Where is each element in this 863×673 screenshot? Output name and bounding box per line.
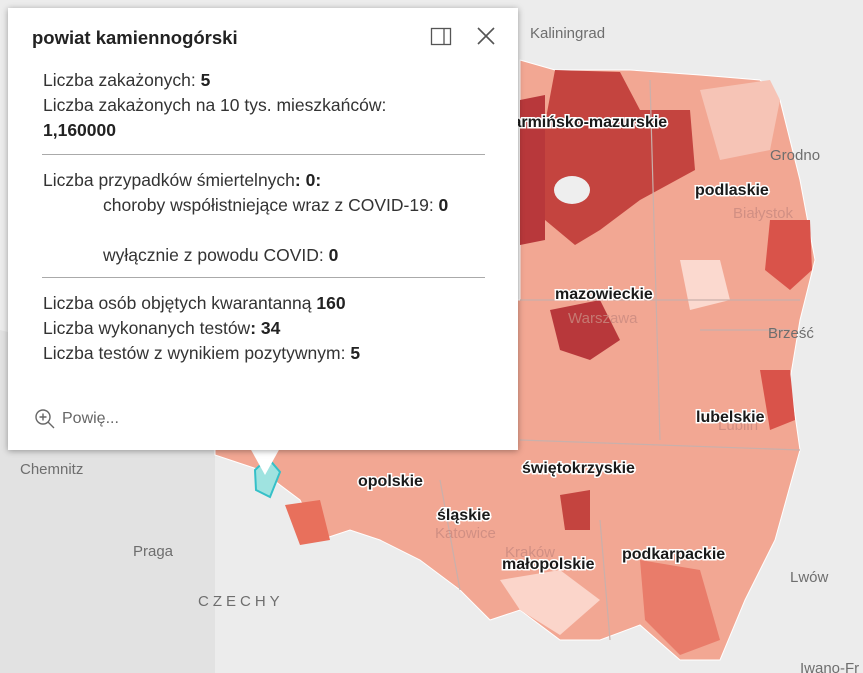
field-label: Liczba osób objętych kwarantanną [43,293,317,313]
zoom-text: Powię... [62,410,119,427]
close-button[interactable] [476,26,496,46]
region-area [640,560,720,655]
field-value: 5 [350,343,361,363]
region-area [700,80,780,160]
place-label: Lublin [718,417,758,434]
place-label: Chemnitz [20,461,83,478]
place-label: Katowice [435,525,496,542]
field-value: : 34 [250,318,281,338]
dock-button[interactable] [430,27,452,47]
field: 1,160000 [43,118,116,143]
field-value: 160 [316,293,346,313]
field-label: Liczba zakażonych: [43,70,201,90]
field-value: 1,160000 [43,120,116,140]
region-label: małopolskie [502,556,595,573]
field-value: 5 [200,70,211,90]
place-label: Białystok [733,205,794,222]
zoom-icon [35,409,55,429]
place-label: CZECHY [198,593,284,610]
border [439,79,801,641]
region-label: świętokrzyskie [522,460,635,477]
region-area [520,95,545,245]
region-label: śląskie [437,507,490,524]
divider [42,154,485,155]
field-label: Liczba testów z wynikiem pozytywnym: [43,343,351,363]
field: Liczba osób objętych kwarantanną 160 [43,291,346,316]
region-area [500,570,600,635]
field-value: 0 [438,195,449,215]
region-label: mazowieckie [555,286,653,303]
field-value: 0 [328,245,339,265]
place-label: Kraków [505,544,555,561]
region-label: podlaskie [695,182,769,199]
city-hole [554,176,590,204]
field-label: Liczba zakażonych na 10 tys. mieszkańców… [43,95,387,115]
region-area [550,300,620,360]
region-area [680,260,730,310]
place-label: Lwów [790,569,829,586]
field: Liczba testów z wynikiem pozytywnym: 5 [43,341,360,366]
field: wyłącznie z powodu COVID: 0 [103,243,478,268]
field: choroby współistniejące wraz z COVID-19:… [103,193,478,218]
region-label: warmińsko-mazurskie [499,114,667,131]
region-label: podkarpackie [622,546,725,563]
field-label: wyłącznie z powodu COVID: [103,245,329,265]
place-label: Praga [133,543,174,560]
field: Liczba zakażonych: 5 [43,68,210,93]
place-label: Warszawa [568,310,638,327]
field-label: Liczba przypadków śmiertelnych [43,170,295,190]
divider [42,277,485,278]
region-label: lubelskie [696,409,765,426]
region-label: opolskie [358,473,423,490]
region-area [760,370,795,430]
region-area [285,500,330,545]
popup: powiat kamiennogórski Liczba zakażonych:… [8,8,518,450]
place-label: Brześć [768,325,814,342]
place-label: Iwano-Fr [800,660,859,673]
region-area [765,220,812,290]
zoom-link[interactable]: Powię... [34,408,119,430]
field: Liczba wykonanych testów: 34 [43,316,280,341]
field-label: Liczba wykonanych testów [43,318,251,338]
place-label: Grodno [770,147,820,164]
field-label: choroby współistniejące wraz z COVID-19: [103,195,439,215]
popup-pointer [250,448,280,475]
popup-title: powiat kamiennogórski [32,27,238,48]
field-value: : 0: [294,170,322,190]
field: Liczba przypadków śmiertelnych: 0: [43,168,321,193]
place-label: Kaliningrad [530,25,605,42]
region-area [560,490,590,530]
